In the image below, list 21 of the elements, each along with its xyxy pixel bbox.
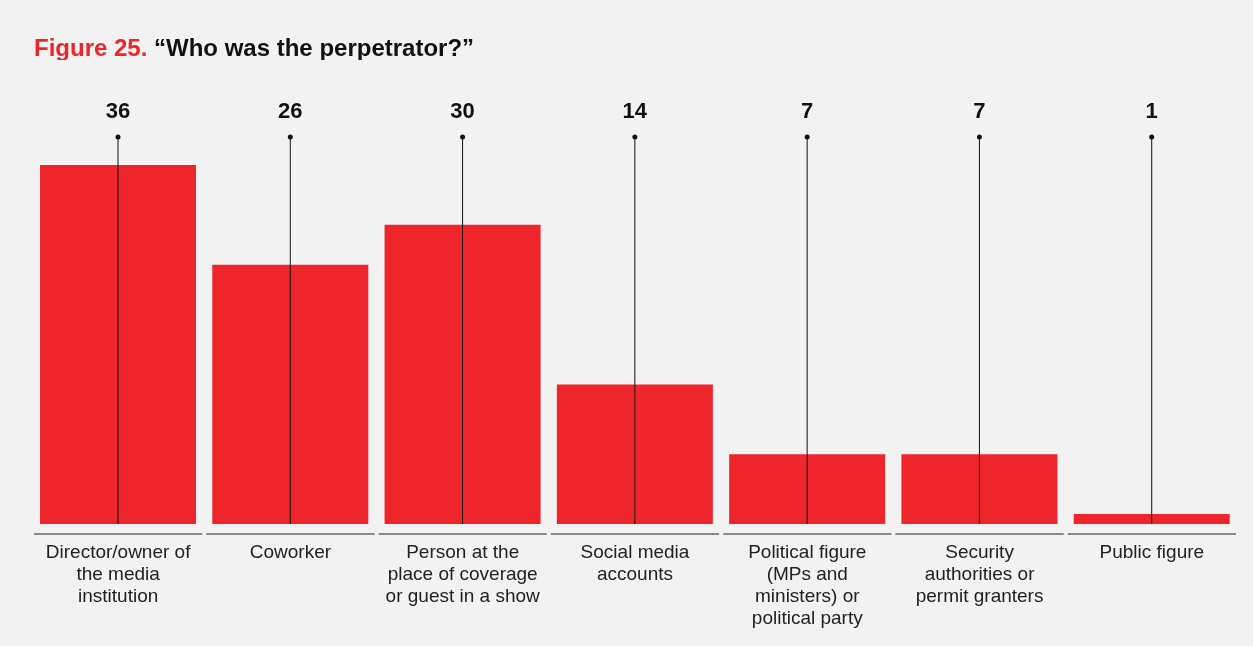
x-tick-label: Social media accounts xyxy=(580,541,690,584)
x-tick-label: Public figure xyxy=(1099,541,1205,562)
data-label: 1 xyxy=(1145,98,1158,123)
data-label: 14 xyxy=(622,98,648,123)
x-tick-label: Person at the place of coverage or guest in a show xyxy=(385,541,541,606)
x-tick-label: Security authorities or permit granters xyxy=(915,541,1044,606)
bar xyxy=(40,165,196,524)
x-tick-label: Director/owner of the media institution xyxy=(45,541,192,606)
bar xyxy=(729,454,886,524)
bar xyxy=(212,264,369,524)
bar xyxy=(556,384,713,524)
data-label: 7 xyxy=(801,98,814,123)
data-label: 36 xyxy=(105,98,131,123)
bar xyxy=(1073,514,1230,524)
x-tick-label: Coworker xyxy=(249,541,332,562)
x-tick-label: Political figure (MPs and ministers) or political party xyxy=(748,541,867,628)
bar xyxy=(384,224,541,524)
data-label: 26 xyxy=(278,98,303,123)
data-label: 30 xyxy=(450,98,475,123)
data-label: 7 xyxy=(973,98,986,123)
bar xyxy=(901,454,1058,524)
